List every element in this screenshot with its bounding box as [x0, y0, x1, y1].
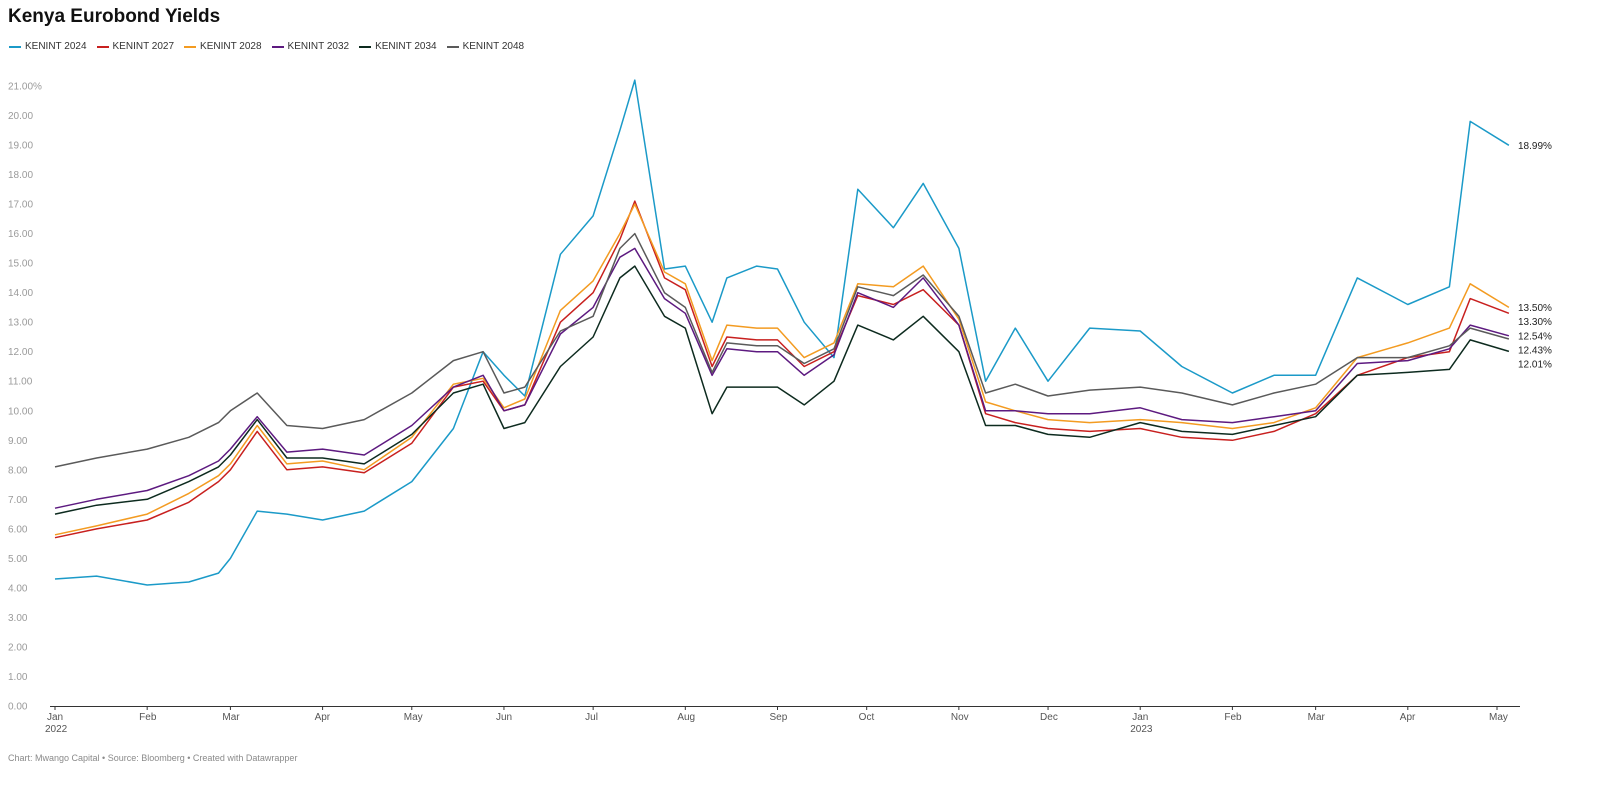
- legend-item: KENINT 2024: [9, 41, 87, 52]
- y-tick-label: 16.00: [8, 229, 33, 240]
- legend-swatch: [9, 45, 21, 48]
- chart-legend: KENINT 2024 KENINT 2027 KENINT 2028 KENINT …: [9, 41, 534, 52]
- legend-item: KENINT 2028: [184, 41, 262, 52]
- end-value-label: 12.54%: [1518, 331, 1552, 342]
- chart-footer: Chart: Mwango Capital • Source: Bloomber…: [8, 753, 298, 763]
- y-tick-label: 9.00: [8, 436, 28, 447]
- legend-swatch: [96, 45, 109, 48]
- y-tick-label: 2.00: [8, 642, 28, 653]
- y-tick-label: 1.00: [8, 672, 28, 683]
- y-tick-label: 12.00: [8, 347, 33, 358]
- legend-swatch: [271, 45, 284, 48]
- x-tick-label: Feb: [1224, 712, 1242, 723]
- legend-label: KENINT 2027: [112, 41, 175, 52]
- x-tick-label: Mar: [1308, 712, 1326, 723]
- y-tick-label: 3.00: [8, 613, 28, 624]
- end-value-label: 18.99%: [1518, 141, 1552, 152]
- end-value-label: 12.01%: [1518, 359, 1552, 370]
- y-tick-label: 11.00: [8, 377, 33, 388]
- legend-item: KENINT 2048: [446, 41, 525, 52]
- y-tick-label: 5.00: [8, 554, 28, 565]
- y-tick-label: 4.00: [8, 583, 28, 594]
- series-line: [54, 247, 1510, 509]
- x-tick-year-label: 2022: [45, 724, 68, 735]
- legend-swatch: [446, 45, 459, 48]
- y-tick-label: 18.00: [8, 170, 33, 181]
- legend-swatch: [184, 45, 197, 48]
- legend-item: KENINT 2034: [359, 41, 437, 52]
- x-tick-label: Jul: [585, 712, 598, 723]
- series-line: [54, 232, 1510, 468]
- y-tick-label: 17.00: [8, 200, 33, 211]
- y-tick-label: 7.00: [8, 495, 28, 506]
- y-tick-label: 0.00: [8, 702, 28, 713]
- y-tick-label: 21.00%: [8, 82, 42, 93]
- x-tick-label: May: [404, 712, 423, 723]
- end-value-label: 12.43%: [1518, 345, 1552, 356]
- legend-item: KENINT 2032: [271, 41, 350, 52]
- y-tick-label: 19.00: [8, 141, 33, 152]
- x-tick-label: Dec: [1040, 712, 1058, 723]
- y-tick-label: 10.00: [8, 406, 33, 417]
- x-tick-year-label: 2023: [1130, 724, 1153, 735]
- y-tick-label: 14.00: [8, 288, 33, 299]
- x-tick-label: Jan: [47, 712, 63, 723]
- legend-label: KENINT 2048: [462, 41, 525, 52]
- x-tick-label: Nov: [951, 712, 969, 723]
- legend-item: KENINT 2027: [96, 41, 175, 52]
- legend-label: KENINT 2028: [200, 41, 262, 52]
- legend-label: KENINT 2024: [25, 41, 87, 52]
- x-tick-label: Aug: [677, 712, 695, 723]
- y-tick-label: 13.00: [8, 318, 33, 329]
- y-tick-label: 8.00: [8, 465, 28, 476]
- y-tick-label: 15.00: [8, 259, 33, 270]
- y-tick-label: 20.00: [8, 111, 33, 122]
- x-tick-label: Apr: [315, 712, 331, 723]
- x-tick-label: Oct: [859, 712, 875, 723]
- y-tick-label: 6.00: [8, 524, 28, 535]
- series-line: [54, 203, 1510, 536]
- legend-label: KENINT 2034: [375, 41, 437, 52]
- x-tick-label: Mar: [222, 712, 240, 723]
- end-value-label: 13.50%: [1518, 303, 1552, 314]
- x-tick-label: Jan: [1132, 712, 1148, 723]
- x-tick-label: Sep: [769, 712, 787, 723]
- series-line: [54, 79, 1510, 586]
- series-line: [54, 200, 1510, 539]
- legend-label: KENINT 2032: [287, 41, 350, 52]
- legend-swatch: [359, 45, 372, 48]
- series-line: [54, 265, 1510, 515]
- chart-title: Kenya Eurobond Yields: [8, 6, 221, 27]
- x-tick-label: Jun: [496, 712, 512, 723]
- end-value-label: 13.30%: [1518, 317, 1552, 328]
- x-tick-label: Feb: [139, 712, 157, 723]
- x-tick-label: May: [1489, 712, 1508, 723]
- x-tick-label: Apr: [1400, 712, 1416, 723]
